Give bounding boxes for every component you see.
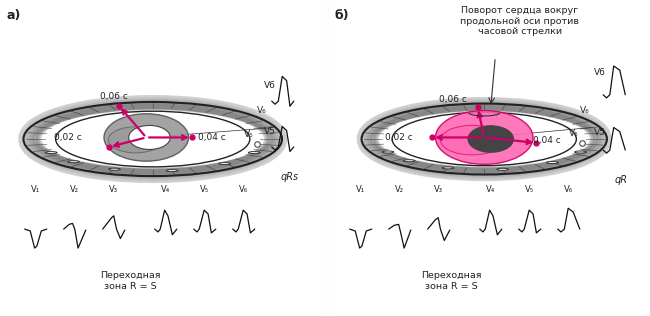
Text: V₁: V₁ [356, 185, 365, 194]
Text: V₄: V₄ [486, 185, 495, 194]
Ellipse shape [468, 126, 514, 152]
Text: V₃: V₃ [434, 185, 443, 194]
Ellipse shape [575, 151, 586, 153]
Text: V5: V5 [594, 129, 606, 137]
Text: V₆: V₆ [564, 185, 573, 194]
Ellipse shape [547, 161, 558, 164]
Text: 0,02 с: 0,02 с [53, 133, 81, 142]
Text: 0,04 с: 0,04 с [198, 133, 226, 142]
Ellipse shape [403, 160, 415, 162]
Ellipse shape [440, 125, 504, 155]
Text: V₆: V₆ [257, 106, 266, 115]
Text: 0,06 с: 0,06 с [100, 92, 127, 101]
Text: Переходная
зона R = S: Переходная зона R = S [421, 271, 482, 291]
Ellipse shape [68, 161, 79, 163]
Ellipse shape [129, 125, 170, 149]
Text: V₅: V₅ [200, 185, 209, 194]
Text: а): а) [6, 9, 21, 22]
Ellipse shape [436, 111, 533, 164]
Text: Поворот сердца вокруг
продольной оси против
часовой стрелки: Поворот сердца вокруг продольной оси про… [460, 6, 580, 36]
Ellipse shape [497, 168, 508, 170]
Text: V₄: V₄ [161, 185, 170, 194]
Text: V₅: V₅ [525, 185, 534, 194]
Ellipse shape [442, 167, 454, 169]
Ellipse shape [166, 170, 178, 172]
Text: V₃: V₃ [109, 185, 118, 194]
Ellipse shape [382, 151, 394, 153]
Text: V₆: V₆ [239, 185, 248, 194]
Ellipse shape [219, 163, 231, 165]
Text: б): б) [335, 9, 350, 22]
Text: V₆: V₆ [580, 106, 590, 115]
Text: V₂: V₂ [70, 185, 79, 194]
Text: V₅: V₅ [569, 129, 578, 138]
Text: qRs: qRs [280, 172, 298, 182]
Ellipse shape [109, 168, 120, 170]
Text: 0,06 с: 0,06 с [439, 95, 467, 104]
Text: V6: V6 [265, 81, 276, 90]
Text: V₂: V₂ [395, 185, 404, 194]
Text: V5: V5 [265, 127, 276, 136]
Text: Переходная
зона R = S: Переходная зона R = S [99, 271, 161, 291]
Text: V₅: V₅ [244, 130, 254, 139]
Text: V6: V6 [594, 69, 606, 77]
Text: V₁: V₁ [31, 185, 40, 194]
Text: qR: qR [614, 175, 627, 185]
Ellipse shape [248, 152, 260, 154]
Ellipse shape [46, 152, 57, 154]
Text: 0,02 с: 0,02 с [385, 133, 413, 142]
Ellipse shape [104, 114, 188, 161]
Ellipse shape [108, 127, 163, 153]
Text: 0,04 с: 0,04 с [533, 136, 561, 145]
